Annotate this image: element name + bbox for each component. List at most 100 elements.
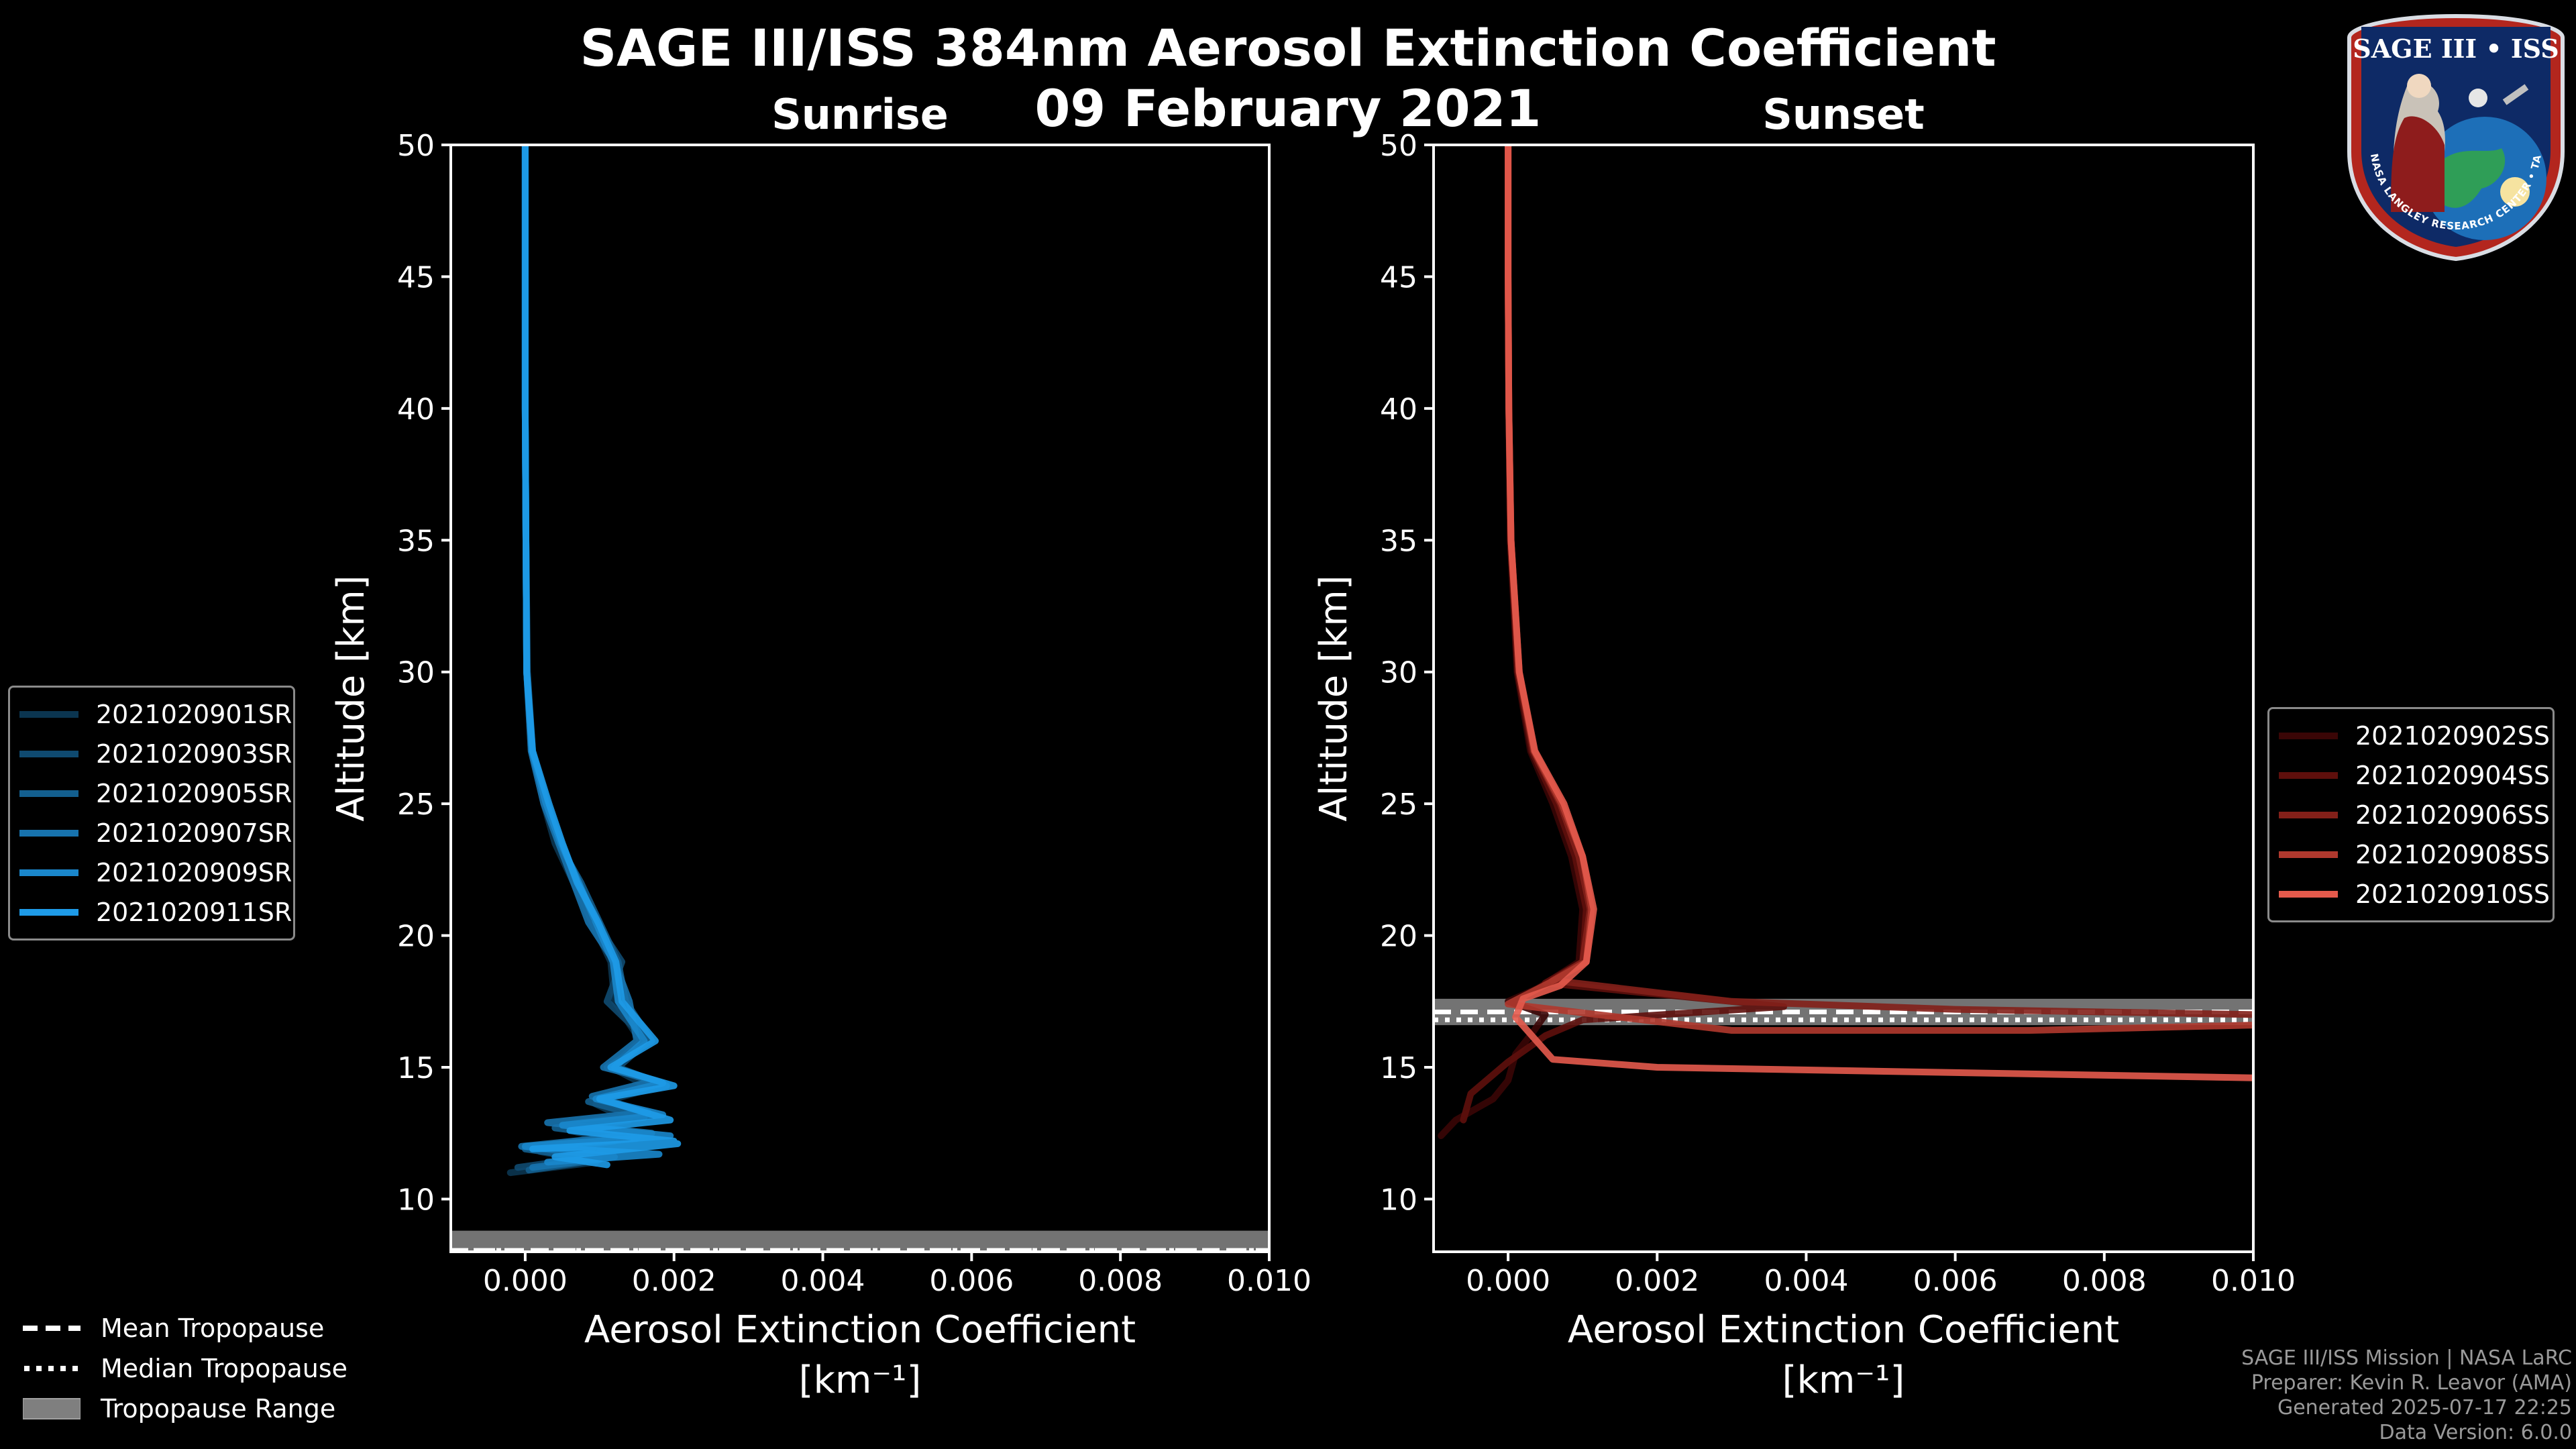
tropopause-legend: Mean Tropopause Median Tropopause Tropop… — [23, 1308, 347, 1429]
sunrise-ylabel: Altitude [km] — [329, 575, 373, 821]
sunset-legend-item: 2021020902SS — [2279, 716, 2550, 755]
legend-mean-label: Mean Tropopause — [101, 1313, 325, 1343]
sunset-ytick-label: 50 — [1380, 129, 1417, 163]
sunrise-ytick-label: 25 — [397, 788, 435, 822]
sunset-xlabel-units: [km⁻¹] — [1782, 1358, 1905, 1402]
sunset-panel: 10 15 20 25 30 35 40 45 50 0.000 0.002 0.004 0.006 0.… — [1312, 129, 2296, 1402]
range-swatch-icon — [23, 1398, 80, 1419]
sunset-ytick-label: 40 — [1380, 392, 1417, 427]
sunset-legend-swatch — [2279, 851, 2338, 858]
legend-median-label: Median Tropopause — [101, 1354, 347, 1383]
sunrise-xlabel-units: [km⁻¹] — [799, 1358, 922, 1402]
sunrise-legend-label: 2021020911SR — [96, 897, 292, 927]
sunrise-ytick-label: 15 — [397, 1051, 435, 1085]
sunset-ytick-label: 35 — [1380, 524, 1417, 558]
sunrise-xtick-label: 0.006 — [929, 1264, 1014, 1298]
chart-date: 09 February 2021 — [1034, 78, 1542, 138]
sunset-legend-label: 2021020910SS — [2355, 879, 2551, 909]
sunrise-ytick-label: 30 — [397, 656, 435, 690]
dashed-line-icon — [23, 1326, 80, 1331]
legend-median-tropopause: Median Tropopause — [23, 1348, 347, 1389]
sunrise-xtick-label: 0.000 — [483, 1264, 568, 1298]
sunrise-xtick-label: 0.004 — [781, 1264, 865, 1298]
legend-mean-tropopause: Mean Tropopause — [23, 1308, 347, 1348]
dotted-line-icon — [24, 1366, 80, 1371]
sunrise-legend-swatch — [19, 750, 78, 757]
sunrise-legend-item: 2021020911SR — [19, 892, 292, 932]
legend-tropopause-range: Tropopause Range — [23, 1389, 347, 1429]
sunrise-subtitle: Sunrise — [771, 90, 949, 139]
sunset-legend: 2021020902SS 2021020904SS 2021020906SS 2021… — [2267, 707, 2555, 922]
sunrise-legend-label: 2021020903SR — [96, 739, 292, 769]
sunrise-ytick-label: 35 — [397, 524, 435, 558]
sunrise-legend-swatch — [19, 790, 78, 797]
sunrise-legend-item: 2021020905SR — [19, 773, 292, 813]
sunset-xtick-label: 0.000 — [1466, 1264, 1550, 1298]
sunset-legend-item: 2021020908SS — [2279, 835, 2550, 874]
credits-preparer: Preparer: Kevin R. Leavor (AMA) — [2251, 1371, 2572, 1395]
sunrise-xtick-label: 0.002 — [632, 1264, 716, 1298]
sunset-series-2021020910SS — [1505, 145, 2253, 1081]
sunset-legend-label: 2021020908SS — [2355, 839, 2551, 869]
sunrise-legend-swatch — [19, 869, 78, 876]
sunrise-legend-swatch — [19, 908, 78, 916]
sunrise-ytick-label: 10 — [397, 1183, 435, 1217]
sunrise-legend-label: 2021020909SR — [96, 857, 292, 888]
credits-version: Data Version: 6.0.0 — [2379, 1421, 2572, 1444]
sunrise-ytick-label: 50 — [397, 129, 435, 163]
sunset-ylabel: Altitude [km] — [1312, 575, 1356, 821]
sunrise-panel: 10 15 20 25 30 35 40 45 50 0.000 0.002 0.004 0.006 0.… — [329, 129, 1311, 1402]
sunset-legend-swatch — [2279, 771, 2338, 779]
sunset-legend-swatch — [2279, 732, 2338, 739]
sunrise-legend-swatch — [19, 710, 78, 718]
sunset-ytick-label: 10 — [1380, 1183, 1417, 1217]
sunrise-xtick-label: 0.008 — [1078, 1264, 1163, 1298]
sunset-xtick-label: 0.010 — [2211, 1264, 2296, 1298]
sunset-series-2021020908SS — [1505, 145, 2253, 1034]
sunset-ytick-label: 15 — [1380, 1051, 1417, 1085]
sunset-legend-swatch — [2279, 890, 2338, 898]
sunset-series-layer — [1438, 145, 2253, 1140]
sunset-legend-item: 2021020904SS — [2279, 755, 2550, 795]
sunset-ticks-layer: 10 15 20 25 30 35 40 45 50 0.000 0.002 0.004 0.006 0.… — [1380, 129, 2296, 1298]
sunrise-xlabel: Aerosol Extinction Coefficient — [584, 1308, 1136, 1352]
sunset-axes-frame — [1432, 144, 2255, 1253]
sunrise-legend: 2021020901SR 2021020903SR 2021020905SR 2021… — [8, 686, 295, 941]
sunrise-legend-swatch — [19, 829, 78, 837]
sunrise-tropopause-layer — [451, 1230, 1269, 1252]
sunrise-series-2021020905SR — [521, 145, 670, 1174]
legend-range-label: Tropopause Range — [101, 1394, 336, 1424]
sunrise-xtick-label: 0.010 — [1227, 1264, 1311, 1298]
sunrise-legend-item: 2021020903SR — [19, 734, 292, 773]
sunset-legend-item: 2021020910SS — [2279, 874, 2550, 914]
sunrise-series-2021020909SR — [521, 145, 674, 1166]
logo-title: SAGE III • ISS — [2353, 34, 2559, 64]
sunset-xlabel: Aerosol Extinction Coefficient — [1568, 1308, 2119, 1352]
sunrise-ytick-label: 20 — [397, 920, 435, 954]
sunset-ytick-label: 45 — [1380, 260, 1417, 294]
sunrise-legend-label: 2021020907SR — [96, 818, 292, 848]
sunset-legend-item: 2021020906SS — [2279, 795, 2550, 835]
sunset-legend-label: 2021020904SS — [2355, 760, 2551, 790]
sunrise-ytick-label: 40 — [397, 392, 435, 427]
sunrise-series-2021020911SR — [521, 145, 682, 1169]
sunset-ytick-label: 20 — [1380, 920, 1417, 954]
sunrise-series-layer — [506, 145, 682, 1177]
sunrise-legend-item: 2021020901SR — [19, 694, 292, 734]
credits-generated: Generated 2025-07-17 22:25 — [2277, 1396, 2572, 1419]
sunrise-legend-label: 2021020905SR — [96, 778, 292, 808]
credits: SAGE III/ISS Mission | NASA LaRC Prepare… — [2241, 1346, 2572, 1445]
sunset-series-2021020906SS — [1505, 145, 2253, 1018]
chart-title: SAGE III/ISS 384nm Aerosol Extinction Co… — [580, 18, 1996, 78]
sunset-xtick-label: 0.006 — [1913, 1264, 1998, 1298]
sunrise-axes-frame — [449, 144, 1271, 1253]
sunset-ytick-label: 30 — [1380, 656, 1417, 690]
sunset-xtick-label: 0.004 — [1764, 1264, 1848, 1298]
sunset-ytick-label: 25 — [1380, 788, 1417, 822]
sunrise-ticks-layer: 10 15 20 25 30 35 40 45 50 0.000 0.002 0.004 0.006 0.… — [397, 129, 1311, 1298]
credits-mission: SAGE III/ISS Mission | NASA LaRC — [2241, 1346, 2572, 1370]
sage-iii-iss-logo: SAGE III • ISS BALL • NASA LANGLEY RESEA… — [2344, 11, 2565, 262]
sunset-xtick-label: 0.008 — [2062, 1264, 2147, 1298]
sunset-xtick-label: 0.002 — [1615, 1264, 1699, 1298]
